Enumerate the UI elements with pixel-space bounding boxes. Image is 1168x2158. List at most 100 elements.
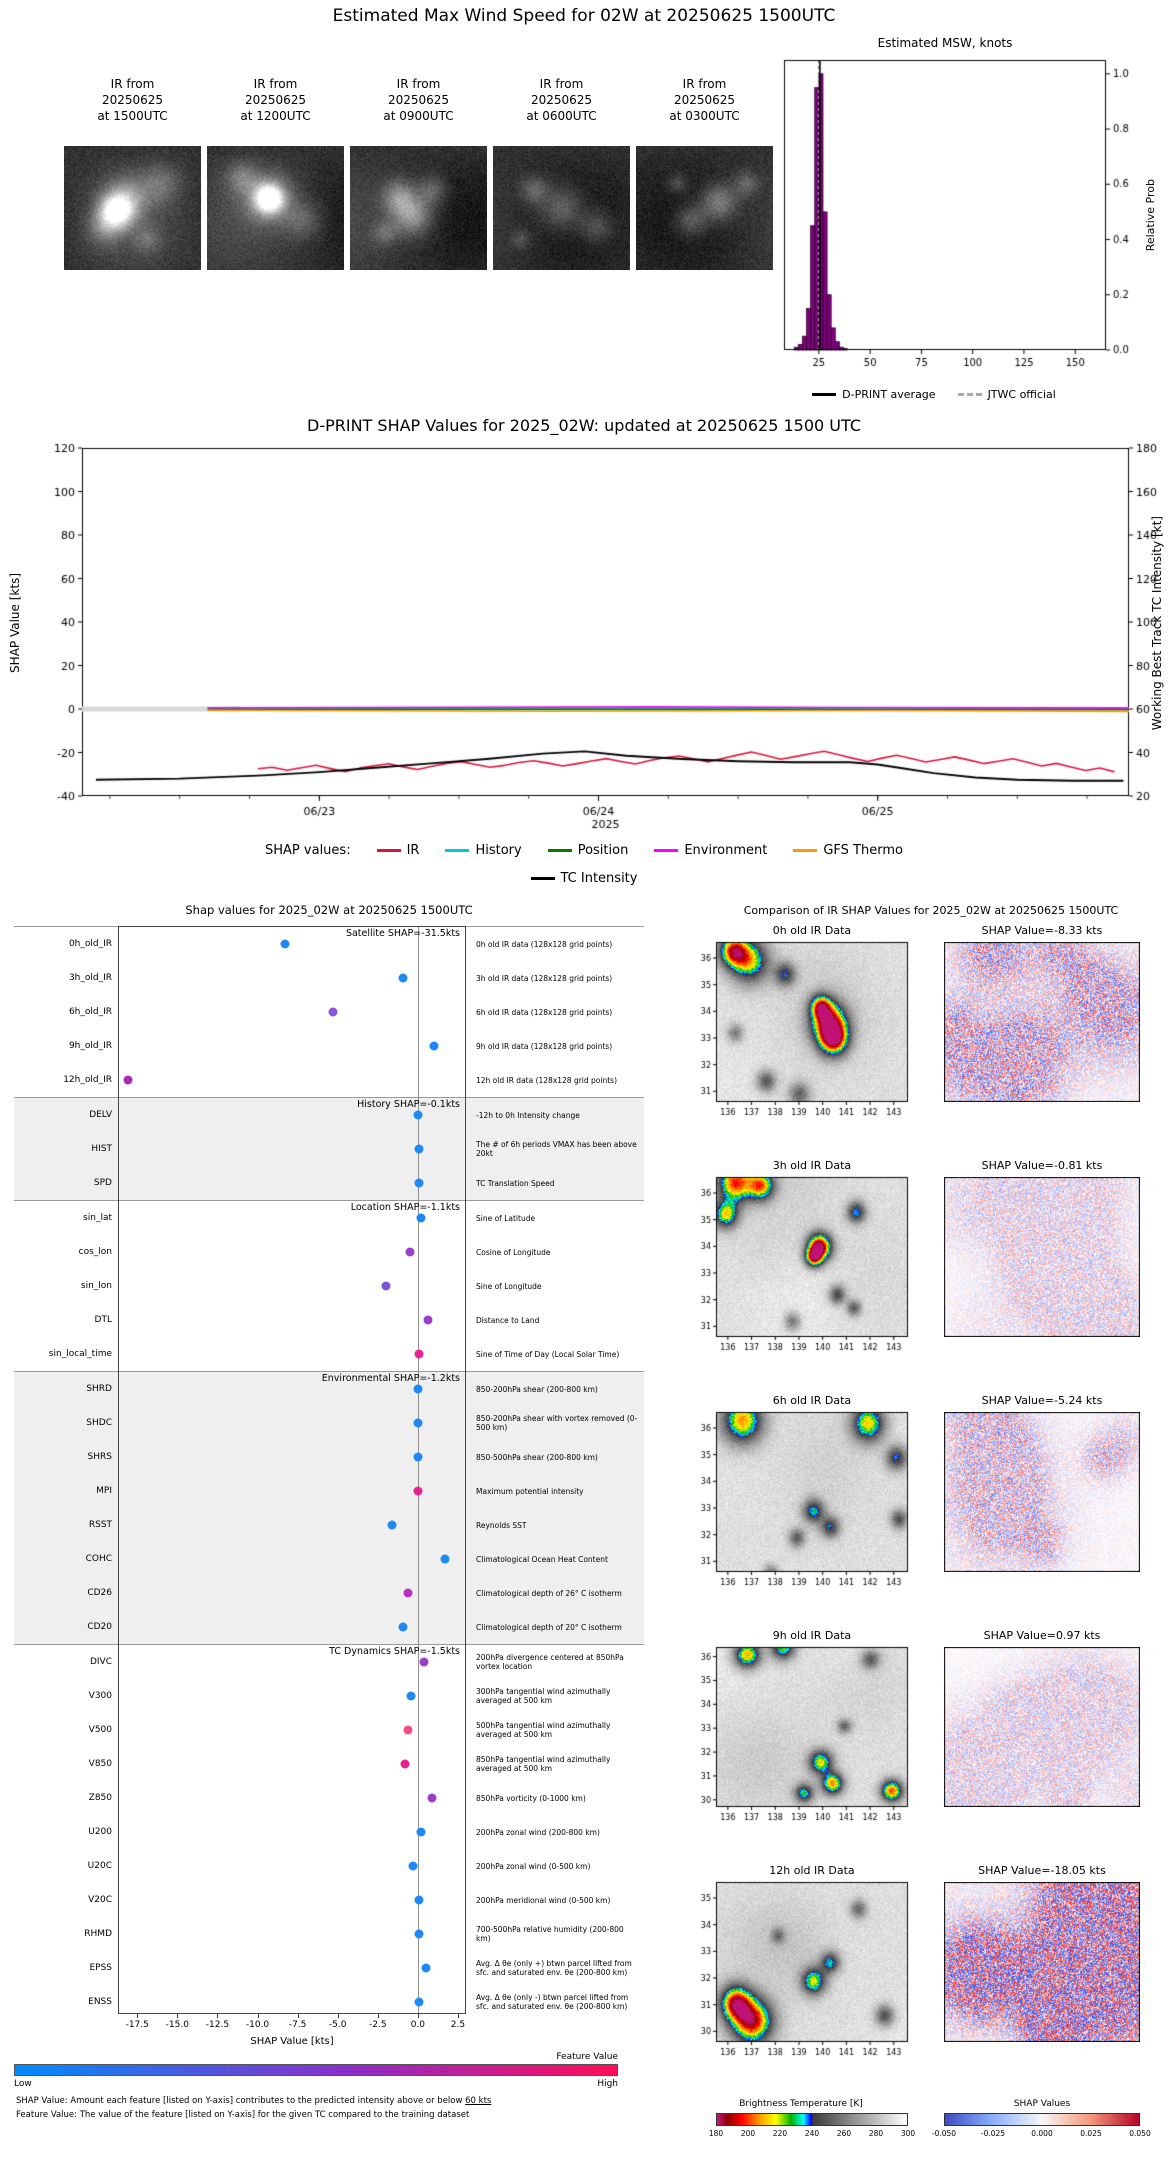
- feature-dot: [414, 1349, 424, 1359]
- feature-plot-cell: [118, 1063, 466, 1097]
- feature-description: Climatological depth of 26° C isotherm: [476, 1588, 622, 1598]
- feature-label: 3h_old_IR: [68, 973, 112, 983]
- ir-thumbnail-caption: IR from 20250625 at 0600UTC: [526, 76, 596, 124]
- legend-label: GFS Thermo: [823, 843, 903, 858]
- ir-thumbnail: IR from 20250625 at 1200UTC: [207, 58, 344, 270]
- axis-tick-label: 2.5: [450, 2020, 466, 2030]
- feature-description: 850hPa vorticity (0-1000 km): [476, 1793, 586, 1803]
- feature-dot: [123, 1075, 133, 1085]
- shap-tick-label: 0.050: [1129, 2129, 1151, 2138]
- feature-label: sin_local_time: [48, 1349, 112, 1359]
- feature-description: 850-500hPa shear (200-800 km): [476, 1452, 598, 1462]
- feature-plot-cell: [118, 1781, 466, 1815]
- ir-map-canvas: [694, 1880, 916, 2076]
- comparison-row: 0h old IR Data SHAP Value=-8.33 kts: [694, 924, 1168, 1159]
- ir-thumbnail: IR from 20250625 at 0600UTC: [493, 58, 630, 270]
- line-swatch: [793, 849, 818, 852]
- feature-dot: [414, 1144, 424, 1154]
- feature-plot-cell: [118, 1337, 466, 1371]
- shap-x-axis: -17.5 -15.0 -12.5 -10.0 -7.5 -5.0 -2.5 0.0 2.5: [14, 2014, 644, 2034]
- feature-dot: [413, 1418, 423, 1428]
- feature-description: Sine of Time of Day (Local Solar Time): [476, 1349, 620, 1359]
- legend-label: IR: [406, 843, 420, 858]
- feature-dot: [398, 973, 408, 983]
- feature-plot-cell: [118, 1303, 466, 1337]
- relative-prob-axis-label: Relative Prob: [1143, 178, 1157, 252]
- comparison-map-rows: 0h old IR Data SHAP Value=-8.33 kts 3h old…: [694, 924, 1168, 2099]
- feature-row: sin_lon Sine of Longitude: [14, 1269, 644, 1303]
- caption-line: at 1200UTC: [240, 109, 311, 123]
- axis-tick-mark: [137, 2014, 139, 2018]
- ir-map-canvas: [694, 940, 916, 1136]
- caption-line: at 0300UTC: [669, 109, 740, 123]
- shap-map-title: SHAP Value=-8.33 kts: [981, 924, 1103, 937]
- feature-row: V300 300hPa tangential wind azimuthally a…: [14, 1679, 644, 1713]
- feature-value-colorbar: [14, 2064, 618, 2076]
- feature-label: SHRD: [86, 1384, 112, 1394]
- legend-title: SHAP values:: [265, 843, 351, 858]
- feature-plot-cell: [118, 1815, 466, 1849]
- feature-label: cos_lon: [78, 1247, 112, 1257]
- ir-thumbnail-image: [636, 146, 773, 270]
- feature-description: 200hPa zonal wind (200-800 km): [476, 1827, 600, 1837]
- feature-label: sin_lat: [83, 1213, 112, 1223]
- feature-plot-cell: [118, 1201, 466, 1235]
- colorbar-high-label: High: [597, 2079, 618, 2089]
- feature-label: U20C: [87, 1861, 112, 1871]
- shap-map-canvas: [944, 1647, 1140, 1807]
- feature-description: TC Translation Speed: [476, 1178, 555, 1188]
- axis-tick-label: -7.5: [288, 2020, 307, 2030]
- feature-description: Distance to Land: [476, 1315, 540, 1325]
- feature-label: HIST: [91, 1144, 112, 1154]
- feature-dot: [280, 939, 290, 949]
- feature-description: 12h old IR data (128x128 grid points): [476, 1075, 617, 1085]
- feature-description: 500hPa tangential wind azimuthally avera…: [476, 1721, 611, 1739]
- timeseries-legend-row1: SHAP values: IR History Position Environment…: [0, 843, 1168, 858]
- feature-description: Climatological depth of 20° C isotherm: [476, 1622, 622, 1632]
- feature-row: 0h_old_IR 0h old IR data (128x128 grid po…: [14, 927, 644, 961]
- feature-shap-plot: Satellite SHAP=-31.5kts 0h_old_IR 0h old I…: [14, 926, 644, 2014]
- shap-map-canvas: [944, 942, 1140, 1102]
- axis-tick-mark: [417, 2014, 419, 2018]
- ir-thumbnail-caption: IR from 20250625 at 1500UTC: [97, 76, 167, 124]
- bt-tick-label: 260: [836, 2129, 852, 2138]
- comparison-row: 12h old IR Data SHAP Value=-18.05 kts: [694, 1864, 1168, 2099]
- feature-plot-cell: [118, 1917, 466, 1951]
- feature-row: CD26 Climatological depth of 26° C isothe…: [14, 1576, 644, 1610]
- ir-thumbnail-caption: IR from 20250625 at 1200UTC: [240, 76, 310, 124]
- feature-label: U200: [88, 1827, 112, 1837]
- bt-tick-label: 300: [900, 2129, 916, 2138]
- ir-thumbnail: IR from 20250625 at 0900UTC: [350, 58, 487, 270]
- bt-colorbar-ticks: 180 200 220 240 260 280 300: [709, 2129, 915, 2141]
- feature-plot-cell: [118, 1713, 466, 1747]
- bt-tick-label: 280: [868, 2129, 884, 2138]
- page-title: Estimated Max Wind Speed for 02W at 2025…: [332, 6, 836, 26]
- feature-plot-cell: [118, 1440, 466, 1474]
- feature-row: SHRS 850-500hPa shear (200-800 km): [14, 1440, 644, 1474]
- feature-plot-cell: [118, 1166, 466, 1200]
- bt-tick-label: 240: [804, 2129, 820, 2138]
- shap-map-canvas: [944, 1412, 1140, 1572]
- shap-xlabel: SHAP Value [kts]: [250, 2036, 334, 2047]
- feature-dot: [413, 1452, 423, 1462]
- feature-section: Environmental SHAP=-1.2kts SHRD 850-200hPa…: [14, 1371, 644, 1644]
- ir-thumbnail-image: [350, 146, 487, 270]
- feature-label: DELV: [89, 1110, 112, 1120]
- feature-dot: [414, 1895, 424, 1905]
- feature-plot-cell: [118, 1610, 466, 1644]
- axis-tick-label: -17.5: [125, 2020, 149, 2030]
- bt-colorbar-label: Brightness Temperature [K]: [739, 2099, 863, 2109]
- feature-description: -12h to 0h Intensity change: [476, 1110, 580, 1120]
- feature-plot-cell: [118, 1985, 466, 2019]
- feature-description: 3h old IR data (128x128 grid points): [476, 973, 613, 983]
- feature-row: SPD TC Translation Speed: [14, 1166, 644, 1200]
- section-header: Environmental SHAP=-1.2kts: [321, 1373, 460, 1384]
- feature-dot: [416, 1213, 426, 1223]
- feature-dot: [413, 1384, 423, 1394]
- shap-map-title: SHAP Value=-5.24 kts: [981, 1394, 1103, 1407]
- feature-dot: [403, 1588, 413, 1598]
- feature-plot-cell: [118, 1508, 466, 1542]
- shap-map-title: SHAP Value=0.97 kts: [983, 1629, 1101, 1642]
- ir-thumbnail-image: [64, 146, 201, 270]
- feature-dot: [427, 1793, 437, 1803]
